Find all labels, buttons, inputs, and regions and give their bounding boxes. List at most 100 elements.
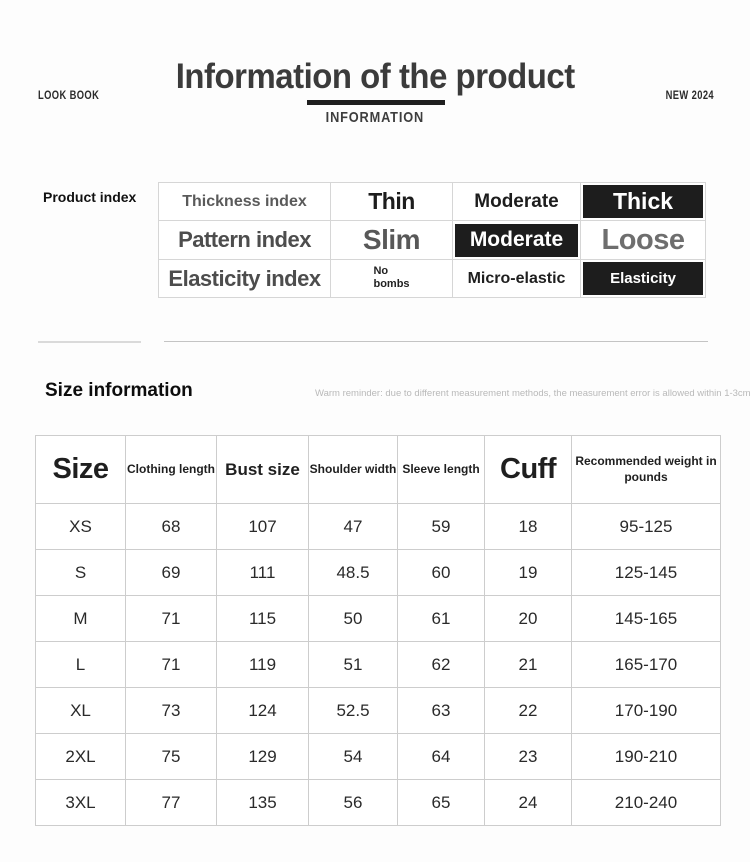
table-row: L 71 119 51 62 21 165-170 — [35, 641, 721, 688]
index-name-cell: Thickness index — [158, 182, 331, 221]
table-row: 2XL 75 129 54 64 23 190-210 — [35, 733, 721, 780]
option-label: Moderate — [469, 228, 564, 251]
option-label: Slim — [362, 224, 421, 255]
column-header-size: Size — [35, 435, 126, 504]
value-cell: 129 — [216, 733, 309, 780]
new-2024-label: NEW 2024 — [665, 88, 714, 102]
option-label: Thick — [612, 188, 674, 214]
value-cell: 59 — [397, 503, 485, 550]
column-header-shoulder-width: Shoulder width — [308, 435, 398, 504]
value-cell: 18 — [484, 503, 572, 550]
value-cell: 135 — [216, 779, 309, 826]
value-cell: 95-125 — [571, 503, 721, 550]
index-option-cell-selected: Thick — [580, 182, 706, 221]
value-cell: 61 — [397, 595, 485, 642]
product-index-caption: Product index — [43, 189, 137, 205]
option-label: Micro-elastic — [467, 269, 566, 287]
value-cell: 65 — [397, 779, 485, 826]
index-option-cell: Micro-elastic — [452, 259, 581, 298]
selected-option-badge: Moderate — [455, 223, 578, 257]
index-option-cell: No bombs — [330, 259, 453, 298]
value-cell: 54 — [308, 733, 398, 780]
size-information-heading: Size information — [45, 380, 193, 401]
table-row: Pattern index Slim Moderate Loose — [158, 220, 706, 260]
value-cell: 75 — [125, 733, 217, 780]
value-cell: 22 — [484, 687, 572, 734]
index-name-cell: Pattern index — [158, 220, 331, 260]
title-underline — [307, 100, 445, 105]
value-cell: 170-190 — [571, 687, 721, 734]
size-cell: S — [35, 549, 126, 596]
value-cell: 21 — [484, 641, 572, 688]
value-cell: 52.5 — [308, 687, 398, 734]
column-header-cuff: Cuff — [484, 435, 572, 504]
index-option-cell: Moderate — [452, 182, 581, 221]
column-header-bust-size: Bust size — [216, 435, 309, 504]
value-cell: 165-170 — [571, 641, 721, 688]
product-index-table: Thickness index Thin Moderate Thick Patt… — [158, 182, 706, 298]
value-cell: 210-240 — [571, 779, 721, 826]
value-cell: 107 — [216, 503, 309, 550]
value-cell: 48.5 — [308, 549, 398, 596]
table-header-row: Size Clothing length Bust size Shoulder … — [35, 435, 721, 504]
table-row: Elasticity index No bombs Micro-elastic … — [158, 259, 706, 298]
value-cell: 71 — [125, 641, 217, 688]
page-subtitle: INFORMATION — [325, 109, 425, 126]
size-cell: 3XL — [35, 779, 126, 826]
measurement-reminder-text: Warm reminder: due to different measurem… — [315, 388, 750, 399]
size-cell: L — [35, 641, 126, 688]
index-name: Thickness index — [182, 192, 307, 210]
value-cell: 124 — [216, 687, 309, 734]
value-cell: 19 — [484, 549, 572, 596]
value-cell: 71 — [125, 595, 217, 642]
option-label: Moderate — [474, 190, 559, 212]
value-cell: 50 — [308, 595, 398, 642]
divider-line-short — [38, 341, 141, 343]
page-title-wrap: Information of the product — [0, 57, 750, 97]
index-option-cell-selected: Moderate — [452, 220, 581, 260]
look-book-label: LOOK BOOK — [38, 88, 100, 102]
value-cell: 62 — [397, 641, 485, 688]
value-cell: 119 — [216, 641, 309, 688]
index-option-cell: Thin — [330, 182, 453, 221]
value-cell: 24 — [484, 779, 572, 826]
index-option-cell: Slim — [330, 220, 453, 260]
value-cell: 69 — [125, 549, 217, 596]
option-label: Elasticity — [610, 270, 676, 287]
value-cell: 145-165 — [571, 595, 721, 642]
divider-line-long — [164, 341, 708, 342]
selected-option-badge: Elasticity — [583, 262, 703, 295]
value-cell: 51 — [308, 641, 398, 688]
value-cell: 56 — [308, 779, 398, 826]
value-cell: 20 — [484, 595, 572, 642]
column-header-recommended-weight: Recommended weight in pounds — [571, 435, 721, 504]
table-row: 3XL 77 135 56 65 24 210-240 — [35, 779, 721, 826]
value-cell: 63 — [397, 687, 485, 734]
value-cell: 60 — [397, 549, 485, 596]
selected-option-badge: Thick — [583, 185, 703, 218]
value-cell: 64 — [397, 733, 485, 780]
size-cell: M — [35, 595, 126, 642]
value-cell: 23 — [484, 733, 572, 780]
value-cell: 68 — [125, 503, 217, 550]
column-header-sleeve-length: Sleeve length — [397, 435, 485, 504]
size-cell: XL — [35, 687, 126, 734]
value-cell: 115 — [216, 595, 309, 642]
table-row: M 71 115 50 61 20 145-165 — [35, 595, 721, 642]
size-cell: XS — [35, 503, 126, 550]
size-cell: 2XL — [35, 733, 126, 780]
page-title: Information of the product — [175, 57, 575, 96]
index-option-cell-selected: Elasticity — [580, 259, 706, 298]
table-row: XS 68 107 47 59 18 95-125 — [35, 503, 721, 550]
page-subtitle-wrap: INFORMATION — [0, 109, 750, 127]
index-name-cell: Elasticity index — [158, 259, 331, 298]
table-row: XL 73 124 52.5 63 22 170-190 — [35, 687, 721, 734]
value-cell: 47 — [308, 503, 398, 550]
index-name: Pattern index — [178, 227, 311, 252]
size-chart-table: Size Clothing length Bust size Shoulder … — [35, 435, 721, 826]
column-header-clothing-length: Clothing length — [125, 435, 217, 504]
option-label: No bombs — [373, 264, 410, 291]
option-label: Loose — [601, 223, 685, 256]
value-cell: 111 — [216, 549, 309, 596]
